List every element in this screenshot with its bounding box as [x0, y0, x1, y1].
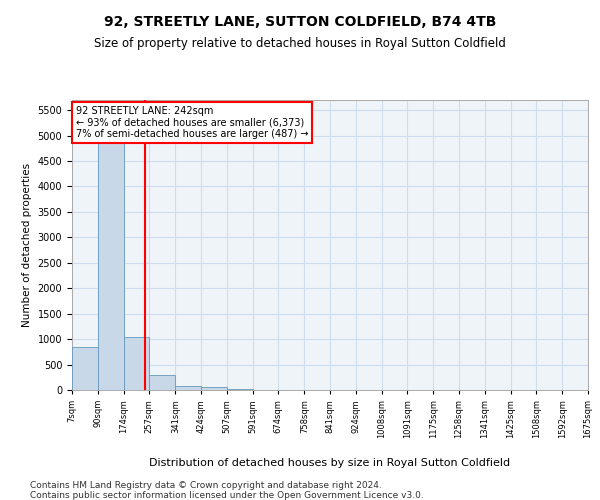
Bar — [72, 347, 98, 390]
Text: 92 STREETLY LANE: 242sqm
← 93% of detached houses are smaller (6,373)
7% of semi: 92 STREETLY LANE: 242sqm ← 93% of detach… — [76, 106, 308, 140]
Bar — [124, 336, 149, 390]
Bar — [201, 387, 227, 390]
Bar — [227, 388, 253, 390]
Bar — [149, 375, 175, 390]
Text: 92, STREETLY LANE, SUTTON COLDFIELD, B74 4TB: 92, STREETLY LANE, SUTTON COLDFIELD, B74… — [104, 15, 496, 29]
Bar — [98, 109, 124, 390]
Bar — [175, 386, 201, 390]
Y-axis label: Number of detached properties: Number of detached properties — [22, 163, 32, 327]
Text: Size of property relative to detached houses in Royal Sutton Coldfield: Size of property relative to detached ho… — [94, 38, 506, 51]
Text: Contains public sector information licensed under the Open Government Licence v3: Contains public sector information licen… — [30, 491, 424, 500]
Text: Contains HM Land Registry data © Crown copyright and database right 2024.: Contains HM Land Registry data © Crown c… — [30, 481, 382, 490]
Text: Distribution of detached houses by size in Royal Sutton Coldfield: Distribution of detached houses by size … — [149, 458, 511, 468]
